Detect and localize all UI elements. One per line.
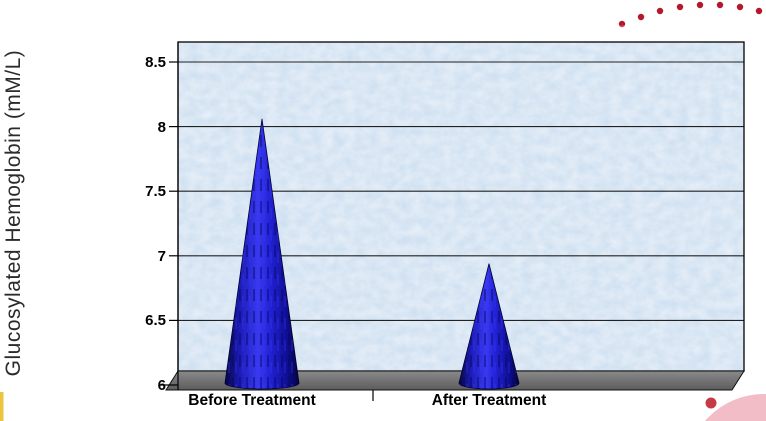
corner-pink-circle — [704, 394, 766, 421]
y-tick-label: 8 — [158, 119, 166, 136]
category-label-after: After Treatment — [432, 392, 547, 409]
cone-before-treatment — [224, 118, 300, 390]
y-tick-label: 7.5 — [145, 183, 166, 200]
dot — [618, 20, 626, 28]
chart-floor — [165, 370, 745, 391]
y-tick-label: 8.5 — [145, 54, 166, 71]
cone-after-treatment — [458, 263, 520, 390]
dot-arc-decoration — [618, 1, 763, 28]
dot — [676, 3, 684, 11]
y-tick-label: 6 — [158, 377, 166, 394]
dot — [656, 7, 664, 15]
dot — [637, 13, 645, 21]
edge-yellow-bar — [0, 392, 4, 421]
y-tick-label: 6.5 — [145, 312, 166, 329]
dot — [736, 3, 744, 11]
category-label-before: Before Treatment — [188, 392, 315, 409]
accent-red-dot — [705, 397, 717, 409]
dot — [696, 1, 704, 9]
dot — [716, 1, 724, 9]
y-axis-ticks — [160, 42, 179, 390]
y-axis-title: Glucosylated Hemoglobin (mM/L) — [2, 50, 25, 377]
dot — [755, 7, 763, 15]
y-tick-label: 7 — [158, 248, 166, 265]
y-tick-labels: 8.5 8 7.5 7 6.5 6 — [145, 54, 166, 394]
